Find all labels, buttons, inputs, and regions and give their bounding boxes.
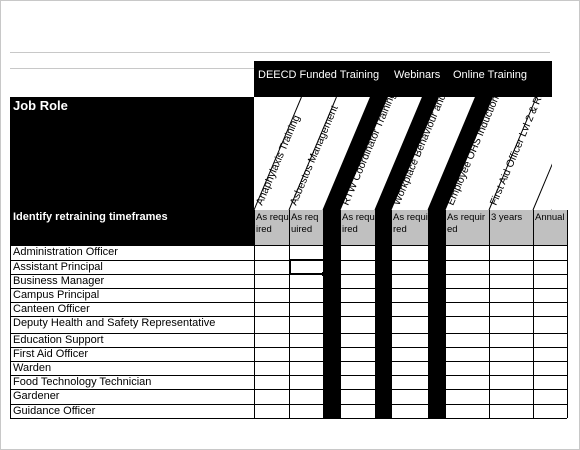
- job-role-heading: Job Role: [13, 98, 68, 113]
- job-role-label: First Aid Officer: [13, 348, 88, 360]
- grid-row-line: [10, 347, 567, 348]
- job-role-label: Deputy Health and Safety Representative: [13, 317, 216, 329]
- blank-row-line: [254, 52, 550, 53]
- diagonal-grid-line: [254, 97, 302, 211]
- grid-row-line: [10, 288, 567, 289]
- diagonal-grid-line: [322, 97, 371, 211]
- job-role-label: Gardener: [13, 390, 60, 402]
- grid-row-line: [10, 375, 567, 376]
- timeframe-cell: As required: [254, 210, 289, 245]
- job-role-label: Education Support: [13, 334, 104, 346]
- grid-col-line: [375, 210, 376, 418]
- grid-col-line: [533, 210, 534, 418]
- group-label-webinars: Webinars: [394, 69, 441, 81]
- timeframe-cell: 3 years: [489, 210, 533, 245]
- job-role-label: Canteen Officer: [13, 303, 90, 315]
- grid-row-line: [10, 274, 567, 275]
- group-label-deecd: DEECD Funded Training: [258, 69, 380, 81]
- grid-col-line: [445, 210, 446, 418]
- timeframe-cell: As required: [445, 210, 489, 245]
- grid-col-line: [428, 210, 429, 418]
- separator-column: [428, 210, 445, 418]
- grid-row-line: [10, 389, 567, 390]
- diagonal-separator: [323, 97, 388, 210]
- grid-row-line: [10, 302, 567, 303]
- grid-col-line: [391, 210, 392, 418]
- job-role-label: Food Technology Technician: [13, 376, 152, 388]
- job-role-label: Administration Officer: [13, 246, 118, 258]
- grid-col-line: [323, 210, 324, 418]
- job-role-label: Warden: [13, 362, 52, 374]
- grid-row-line: [10, 316, 567, 317]
- diagonal-separator: [428, 97, 493, 210]
- diagonal-grid-line: [488, 97, 537, 211]
- blank-row-line: [10, 68, 254, 69]
- grid-row-line: [10, 333, 567, 334]
- grid-col-line: [489, 210, 490, 418]
- grid-row-line: [10, 245, 567, 246]
- blank-row-line: [10, 52, 254, 53]
- grid-col-line: [567, 210, 568, 418]
- diagonal-grid-line: [288, 97, 337, 211]
- group-header-band: [254, 61, 552, 97]
- grid-col-line: [254, 210, 255, 418]
- diagonal-grid-line: [339, 97, 388, 211]
- timeframe-cell: Annual: [533, 210, 567, 245]
- timeframe-cell: As required: [340, 210, 375, 245]
- timeframe-cell: As required: [289, 210, 323, 245]
- grid-row-line: [10, 404, 567, 405]
- grid-col-line: [10, 245, 11, 418]
- diagonal-grid-line: [427, 97, 476, 211]
- separator-column: [375, 210, 391, 418]
- group-label-online: Online Training: [453, 69, 527, 81]
- diagonal-grid-line: [444, 97, 493, 211]
- retraining-heading: Identify retraining timeframes: [13, 211, 168, 223]
- grid-row-line: [10, 361, 567, 362]
- diagonal-grid-line: [390, 97, 439, 211]
- diagonal-grid-line: [532, 163, 552, 211]
- grid-row-line: [10, 418, 567, 419]
- job-role-header-block: [10, 97, 254, 245]
- job-role-label: Campus Principal: [13, 289, 100, 301]
- grid-col-line: [340, 210, 341, 418]
- diagonal-separator: [375, 97, 439, 210]
- timeframe-cell: As required: [391, 210, 428, 245]
- grid-row-line: [10, 260, 567, 261]
- fill-handle[interactable]: [322, 272, 326, 276]
- separator-column: [323, 210, 340, 418]
- grid-col-line: [289, 210, 290, 418]
- diagonal-grid-line: [374, 97, 423, 211]
- job-role-label: Business Manager: [13, 275, 105, 287]
- job-role-label: Guidance Officer: [13, 405, 96, 417]
- job-role-label: Assistant Principal: [13, 261, 103, 273]
- selected-cell[interactable]: [289, 259, 325, 275]
- course-title: First Aid Officer Lvl 2 & Refresher: [488, 97, 552, 207]
